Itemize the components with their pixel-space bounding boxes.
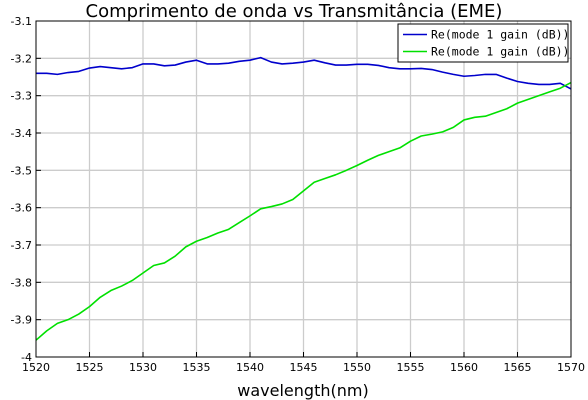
y-tick-label: -3.7 <box>11 239 32 252</box>
y-tick-label: -3.5 <box>11 164 32 177</box>
y-tick-label: -3.1 <box>11 15 32 28</box>
y-tick-label: -3.9 <box>11 314 32 327</box>
x-tick-label: 1560 <box>450 361 478 374</box>
x-tick-label: 1540 <box>236 361 264 374</box>
y-tick-label: -4 <box>21 351 32 364</box>
x-tick-label: 1555 <box>397 361 425 374</box>
y-tick-label: -3.4 <box>11 127 32 140</box>
x-tick-label: 1535 <box>183 361 211 374</box>
x-tick-label: 1520 <box>22 361 50 374</box>
legend-label-series-1: Re(mode 1 gain (dB)) <box>431 28 569 42</box>
y-tick-label: -3.6 <box>11 202 32 215</box>
legend: Re(mode 1 gain (dB)) Re(mode 1 gain (dB)… <box>397 23 569 63</box>
x-tick-label: 1545 <box>290 361 318 374</box>
x-axis-label: wavelength(nm) <box>237 381 368 400</box>
series-line-2 <box>35 81 572 341</box>
x-tick-label: 1525 <box>76 361 104 374</box>
x-tick-label: 1570 <box>557 361 585 374</box>
y-tick-label: -3.2 <box>11 52 32 65</box>
legend-label-series-2: Re(mode 1 gain (dB)) <box>431 45 569 59</box>
x-tick-label: 1550 <box>343 361 371 374</box>
series-line-1 <box>36 56 572 90</box>
x-tick-label: 1565 <box>504 361 532 374</box>
y-tick-label: -3.3 <box>11 90 32 103</box>
chart-title: Comprimento de onda vs Transmitância (EM… <box>86 1 503 22</box>
y-tick-label: -3.8 <box>11 276 32 289</box>
series-layer <box>35 56 572 341</box>
tick-layer: 1520 1525 1530 1535 1540 1545 1550 1555 1560 1565… <box>11 15 585 374</box>
legend-box <box>397 23 569 63</box>
x-tick-label: 1530 <box>129 361 157 374</box>
